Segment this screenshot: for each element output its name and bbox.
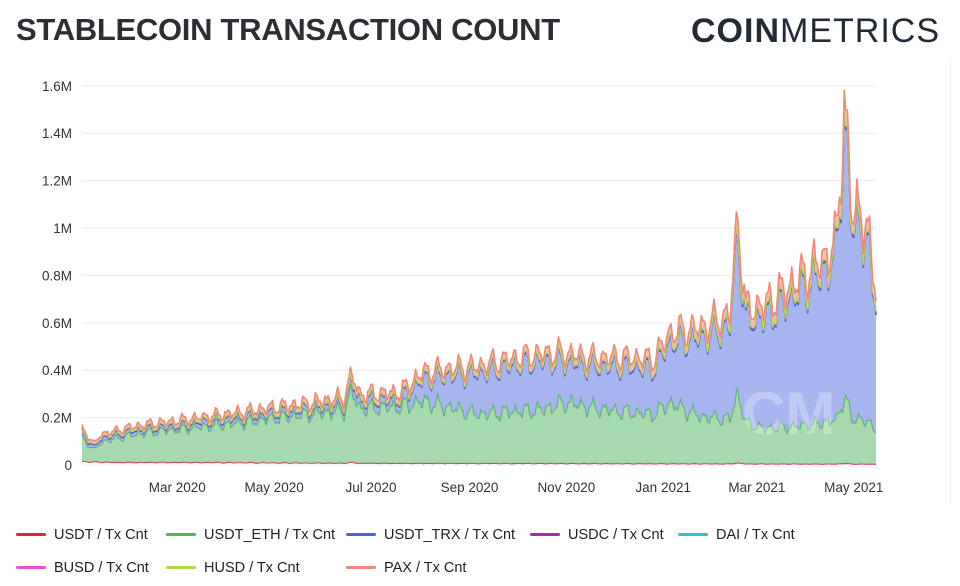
legend-item-usdc[interactable]: USDC / Tx Cnt (530, 526, 678, 543)
area-usdt_trx (82, 110, 876, 448)
legend-label: BUSD / Tx Cnt (54, 559, 149, 576)
legend-swatch (346, 566, 376, 569)
legend-swatch (16, 533, 46, 536)
legend-item-usdt_eth[interactable]: USDT_ETH / Tx Cnt (166, 526, 346, 543)
legend-label: USDT / Tx Cnt (54, 526, 148, 543)
legend-item-busd[interactable]: BUSD / Tx Cnt (16, 559, 166, 576)
legend-item-usdt_trx[interactable]: USDT_TRX / Tx Cnt (346, 526, 530, 543)
legend-label: HUSD / Tx Cnt (204, 559, 300, 576)
y-tick-label: 1M (53, 221, 72, 236)
legend-swatch (166, 566, 196, 569)
x-tick-label: Jan 2021 (635, 480, 691, 495)
legend-swatch (346, 533, 376, 536)
logo-text-light: METRICS (780, 12, 940, 50)
x-tick-label: Nov 2020 (537, 480, 595, 495)
x-tick-label: May 2021 (824, 480, 883, 495)
x-tick-label: Mar 2021 (728, 480, 785, 495)
legend-item-usdt[interactable]: USDT / Tx Cnt (16, 526, 166, 543)
legend-label: USDT_TRX / Tx Cnt (384, 526, 516, 543)
x-tick-label: May 2020 (244, 480, 303, 495)
x-tick-label: Jul 2020 (345, 480, 396, 495)
y-tick-label: 0.2M (42, 411, 72, 426)
x-tick-label: Sep 2020 (441, 480, 499, 495)
legend-swatch (16, 566, 46, 569)
chart-title: STABLECOIN TRANSACTION COUNT (16, 12, 560, 47)
coinmetrics-logo: COINMETRICS (691, 12, 940, 51)
legend-item-pax[interactable]: PAX / Tx Cnt (346, 559, 466, 576)
chart-panel: 0 0.2M 0.4M 0.6M 0.8M 1M 1.2M 1.4M 1.6M Mar 2020 M… (10, 62, 951, 504)
legend-swatch (530, 533, 560, 536)
series-line-pax (81, 89, 877, 442)
area-usdt_eth (82, 383, 876, 464)
legend-swatch (678, 533, 708, 536)
y-tick-label: 0 (64, 458, 72, 473)
legend-label: DAI / Tx Cnt (716, 526, 795, 543)
y-tick-label: 0.4M (42, 363, 72, 378)
chart-legend: USDT / Tx Cnt USDT_ETH / Tx Cnt USDT_TRX /… (16, 526, 946, 576)
logo-text-bold: COIN (691, 12, 780, 50)
x-tick-label: Mar 2020 (149, 480, 206, 495)
watermark-logo: CM (742, 380, 835, 447)
legend-label: USDC / Tx Cnt (568, 526, 664, 543)
legend-item-dai[interactable]: DAI / Tx Cnt (678, 526, 828, 543)
y-tick-label: 1.4M (42, 126, 72, 141)
legend-item-husd[interactable]: HUSD / Tx Cnt (166, 559, 346, 576)
legend-label: PAX / Tx Cnt (384, 559, 467, 576)
y-tick-label: 1.2M (42, 174, 72, 189)
y-tick-label: 0.8M (42, 268, 72, 283)
legend-swatch (166, 533, 196, 536)
legend-label: USDT_ETH / Tx Cnt (204, 526, 336, 543)
y-tick-label: 1.6M (42, 79, 72, 94)
stacked-area-chart: 0 0.2M 0.4M 0.6M 0.8M 1M 1.2M 1.4M 1.6M Mar 2020 M… (42, 79, 883, 495)
y-tick-label: 0.6M (42, 316, 72, 331)
